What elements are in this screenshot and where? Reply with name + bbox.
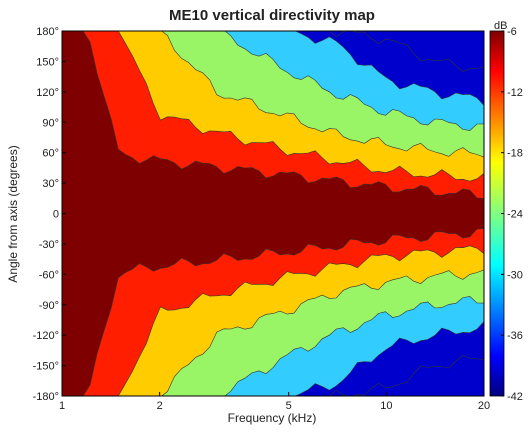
- y-tick-label: 60°: [42, 148, 59, 160]
- y-tick-label: -150°: [33, 361, 59, 373]
- x-tick-label: 10: [380, 400, 392, 412]
- chart-title: ME10 vertical directivity map: [169, 7, 375, 24]
- colorbar-tick-label: -18: [507, 148, 523, 160]
- colorbar-tick-label: -30: [507, 269, 523, 281]
- y-tick-label: 120°: [36, 87, 59, 99]
- colorbar-tick-label: -24: [507, 209, 523, 221]
- colorbar-tick-label: -6: [507, 26, 517, 38]
- x-tick-label: 20: [478, 400, 490, 412]
- y-tick-label: 150°: [36, 56, 59, 68]
- y-axis: 180° 150° 120° 90° 60° 30° 0 -30° -60° -90° -120° -…: [33, 26, 66, 403]
- x-tick-label: 2: [157, 400, 163, 412]
- heatmap-plot-area: [61, 30, 485, 397]
- y-axis-title: Angle from axis (degrees): [6, 145, 20, 282]
- y-tick-label: 180°: [36, 26, 59, 38]
- y-tick-label: 30°: [42, 178, 59, 190]
- y-tick-label: -30°: [39, 239, 59, 251]
- x-tick-label: 1: [59, 400, 65, 412]
- colorbar-tick-label: -42: [507, 391, 523, 403]
- x-tick-label: 5: [286, 400, 292, 412]
- x-axis-title: Frequency (kHz): [228, 411, 317, 425]
- colorbar-unit: dB: [494, 20, 507, 32]
- colorbar-tick-label: -36: [507, 330, 523, 342]
- y-tick-label: -180°: [33, 391, 59, 403]
- y-tick-label: -60°: [39, 269, 59, 281]
- contour-band-6db: [62, 31, 484, 396]
- y-tick-label: -120°: [33, 330, 59, 342]
- y-tick-label: 0: [53, 209, 59, 221]
- colorbar-tick-label: -12: [507, 87, 523, 99]
- colorbar: -6 -12 -18 -24 -30 -36 -42: [489, 26, 523, 403]
- y-tick-label: 90°: [42, 117, 59, 129]
- x-axis: 1 2 5 10 20: [59, 392, 490, 412]
- y-tick-label: -90°: [39, 300, 59, 312]
